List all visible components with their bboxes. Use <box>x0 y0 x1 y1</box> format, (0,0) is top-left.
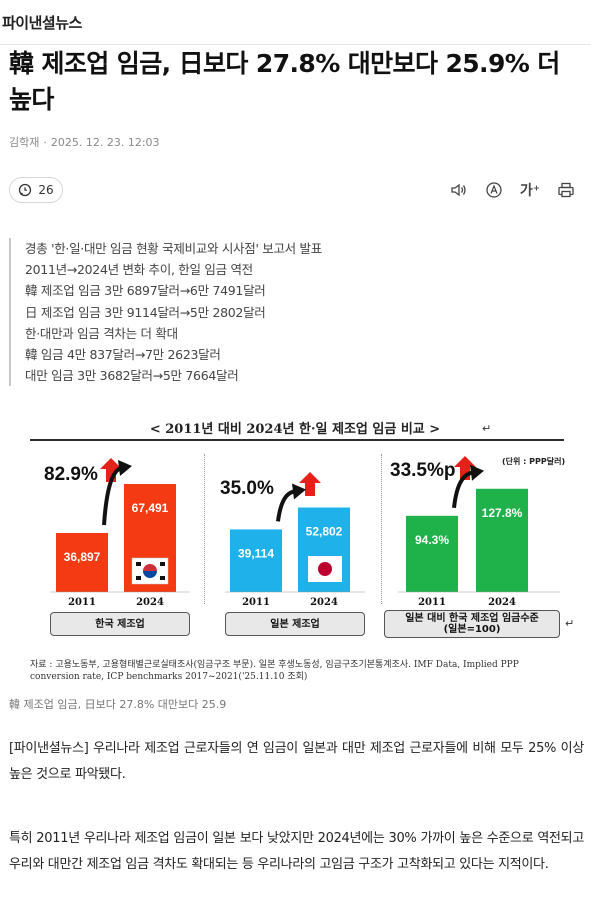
panel-label-korea: 한국 제조업 <box>50 612 190 636</box>
publish-date: 2025. 12. 23. 12:03 <box>50 136 160 149</box>
article-paragraph: 특히 2011년 우리나라 제조업 임금이 일본 보다 낮았지만 2024년에는… <box>9 831 584 872</box>
year-tick-label: 2011 <box>68 597 96 608</box>
korea-flag-trigram <box>136 562 141 566</box>
korea-flag-taeguk-bottom <box>143 571 157 578</box>
change-percent-label: 35.0% <box>220 478 274 499</box>
chart-top-rule <box>30 439 564 441</box>
chart-source: 자료 : 고용노동부, 고용형태별근로실태조사(임금구조 부문). 일본 후생노… <box>30 660 519 682</box>
bar <box>476 488 528 592</box>
bar-value-label: 94.3% <box>415 533 449 547</box>
change-percent-label: 33.5%p <box>390 460 455 481</box>
bar-value-label: 127.8% <box>482 506 523 520</box>
summary-line: 경총 '한·일·대만 임금 현황 국제비교와 시사점' 보고서 발표 <box>25 241 322 256</box>
summary-line: 2011년→2024년 변화 추이, 한일 임금 역전 <box>25 262 253 278</box>
return-mark: ↵ <box>482 422 492 435</box>
up-arrow-icon <box>454 456 476 480</box>
article-summary: 경총 '한·일·대만 임금 현황 국제비교와 시사점' 보고서 발표 2011년… <box>9 238 322 387</box>
up-arrow-icon <box>100 458 122 482</box>
korea-flag-taeguk-top <box>143 564 157 571</box>
translate-icon[interactable] <box>483 179 505 201</box>
summary-line: 한·대만과 임금 격차는 더 확대 <box>25 325 178 341</box>
summary-line: 日 제조업 임금 3만 9114달러→5만 2802달러 <box>25 304 266 320</box>
korea-flag-trigram <box>136 576 141 580</box>
chart-canvas: 36,897 2011 67,491 2024 82.9% 39,114 2011 52,80… <box>44 456 560 608</box>
comment-icon <box>18 183 32 197</box>
summary-line: 대만 임금 3만 3682달러→5만 7664달러 <box>25 368 239 384</box>
panel-divider <box>381 454 382 604</box>
year-tick-label: 2011 <box>418 597 446 608</box>
panel-label-ratio: 일본 대비 한국 제조업 임금수준 (일본=100) <box>384 610 560 638</box>
korea-flag-trigram <box>160 562 165 566</box>
print-icon[interactable] <box>555 179 577 201</box>
article-title: 韓 제조업 임금, 日보다 27.8% 대만보다 25.9% 더 높다 <box>9 49 560 114</box>
year-tick-label: 2024 <box>310 597 338 608</box>
speaker-icon[interactable] <box>447 179 469 201</box>
return-mark: ↵ <box>565 617 575 630</box>
panel-label-ratio-title: 일본 대비 한국 제조업 임금수준 <box>405 613 539 624</box>
change-percent-label: 82.9% <box>44 464 98 485</box>
trend-arrow-head-icon <box>470 464 484 481</box>
article-figure[interactable]: < 2011년 대비 2024년 한·일 제조업 임금 비교 > ↵ 36,89… <box>20 414 574 692</box>
article-toolbar: 26 가⁺ <box>9 175 581 207</box>
panel-divider <box>204 454 205 604</box>
trend-arrow-head-icon <box>292 483 306 500</box>
panel-label-ratio-sub: (일본=100) <box>443 624 501 635</box>
comment-count: 26 <box>38 183 54 197</box>
year-tick-label: 2024 <box>136 597 164 608</box>
article-tools: 가⁺ <box>447 179 577 201</box>
year-tick-label: 2024 <box>488 597 516 608</box>
korea-flag-trigram <box>160 576 165 580</box>
chart-title: < 2011년 대비 2024년 한·일 제조업 임금 비교 > <box>149 422 441 437</box>
panel-label-japan: 일본 제조업 <box>225 612 365 636</box>
image-caption-text: 韓 제조업 임금, 日보다 27.8% 대만보다 25.9 <box>9 698 227 711</box>
summary-line: 韓 제조업 임금 3만 6897달러→6만 7491달러 <box>25 283 266 299</box>
bar-value-label: 52,802 <box>306 525 343 539</box>
summary-line: 韓 임금 4만 837달러→7만 2623달러 <box>25 347 221 363</box>
japan-flag-disc <box>318 562 332 576</box>
bar <box>406 515 458 592</box>
image-caption: 韓 제조업 임금, 日보다 27.8% 대만보다 25.9 <box>9 696 226 712</box>
bar <box>230 529 282 592</box>
year-tick-label: 2011 <box>242 597 270 608</box>
trend-arrow-head-icon <box>118 460 132 477</box>
bar <box>56 532 108 592</box>
byline: 김학재 · 2025. 12. 23. 12:03 <box>9 136 160 149</box>
article-paragraph: [파이낸셜뉴스] 우리나라 제조업 근로자들의 연 임금이 일본과 대만 제조업… <box>9 741 584 782</box>
comment-button[interactable]: 26 <box>9 177 63 203</box>
site-logo[interactable]: 파이낸셜뉴스 <box>2 13 82 32</box>
bar-value-label: 39,114 <box>238 546 274 560</box>
unit-note: (단위 : PPP달러) <box>502 457 566 466</box>
bar-value-label: 67,491 <box>132 501 169 515</box>
author-name[interactable]: 김학재 <box>9 136 40 149</box>
up-arrow-icon <box>299 472 321 496</box>
site-header: 파이낸셜뉴스 <box>0 0 591 45</box>
font-size-icon[interactable]: 가⁺ <box>519 183 541 199</box>
bar-value-label: 36,897 <box>64 550 101 564</box>
